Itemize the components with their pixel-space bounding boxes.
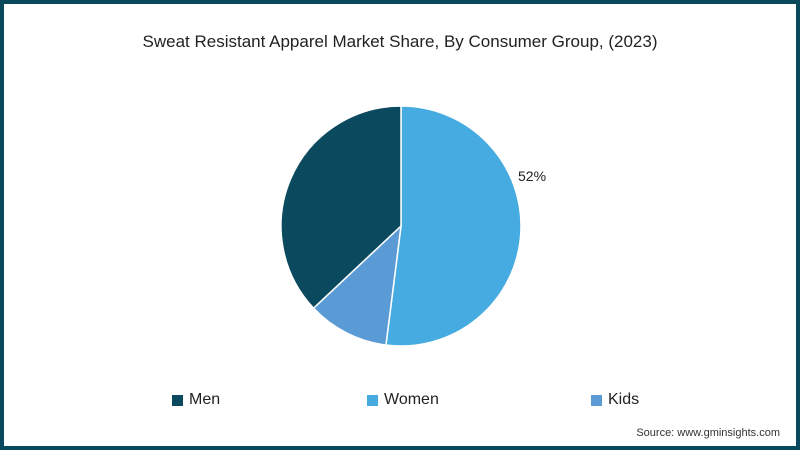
pie-slice-kids xyxy=(312,224,403,346)
source-note: Source: www.gminsights.com xyxy=(636,427,780,439)
chart-title: Sweat Resistant Apparel Market Share, By… xyxy=(142,32,658,51)
legend-item-kids: Kids xyxy=(591,391,639,409)
data-label-women: 52% xyxy=(518,168,547,184)
pie-slice-women xyxy=(385,105,522,347)
legend-item-women: Women xyxy=(367,391,439,409)
legend-swatch-kids xyxy=(591,394,602,406)
legend-swatch-women xyxy=(367,394,378,406)
legend-label-women: Women xyxy=(384,391,439,408)
legend-label-kids: Kids xyxy=(608,391,640,408)
legend-label-men: Men xyxy=(189,391,221,408)
pie-slice-men xyxy=(280,105,402,310)
legend-swatch-men xyxy=(172,394,183,406)
legend-item-men: Men xyxy=(172,391,220,409)
